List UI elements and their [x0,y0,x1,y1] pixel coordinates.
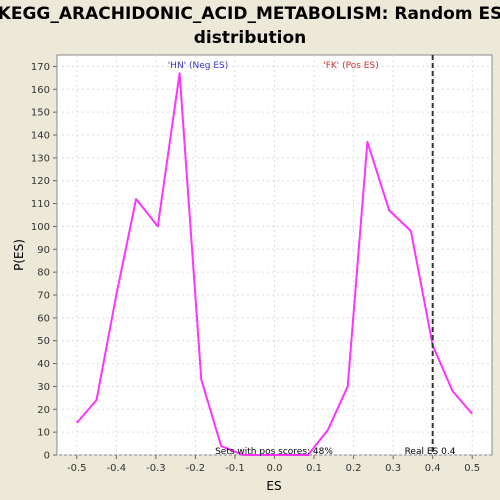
x-tick-label: -0.3 [146,463,166,474]
y-tick-label: 10 [37,428,50,439]
x-tick-label: -0.2 [186,463,206,474]
es-distribution-line [76,72,473,456]
sets-pos-scores-label: Sets with pos scores: 48% [215,447,333,457]
x-tick-label: 0.4 [425,463,441,474]
pos-es-label: 'FK' (Pos ES) [323,61,378,71]
x-tick-label: 0.5 [464,463,480,474]
y-tick-label: 50 [37,336,50,347]
chart-title-line2: distribution [194,28,306,48]
grid-layer [57,55,492,456]
x-axis-label: ES [266,479,281,493]
x-tick-label: -0.4 [107,463,127,474]
y-tick-label: 60 [37,313,50,324]
series-layer [76,55,473,456]
y-tick-label: 30 [37,382,50,393]
y-tick-label: 170 [31,62,50,73]
y-tick-label: 40 [37,359,50,370]
x-tick-label: 0.0 [267,463,283,474]
y-tick-label: 70 [37,291,50,302]
y-axis-label: P(ES) [12,239,26,271]
y-tick-label: 90 [37,245,50,256]
y-tick-label: 120 [31,176,50,187]
x-tick-label: -0.1 [225,463,245,474]
x-tick-label: 0.2 [346,463,362,474]
axis-layer: -0.5 -0.4 -0.3 -0.2 -0.1 0.0 0.1 0.2 0.3 0.4 0.5 0 1… [31,62,480,474]
chart-title-line1: KEGG_ARACHIDONIC_ACID_METABOLISM: Random… [0,4,500,24]
x-tick-label: 0.3 [385,463,401,474]
y-tick-label: 110 [31,199,50,210]
real-es-label: Real ES 0.4 [405,447,456,457]
y-tick-label: 140 [31,131,50,142]
y-tick-label: 100 [31,222,50,233]
neg-es-label: 'HN' (Neg ES) [168,61,229,71]
y-tick-label: 150 [31,108,50,119]
y-tick-label: 80 [37,268,50,279]
y-tick-label: 160 [31,85,50,96]
y-tick-label: 130 [31,153,50,164]
x-tick-label: -0.5 [67,463,87,474]
y-tick-label: 0 [44,451,50,462]
x-tick-label: 0.1 [306,463,322,474]
y-tick-label: 20 [37,405,50,416]
